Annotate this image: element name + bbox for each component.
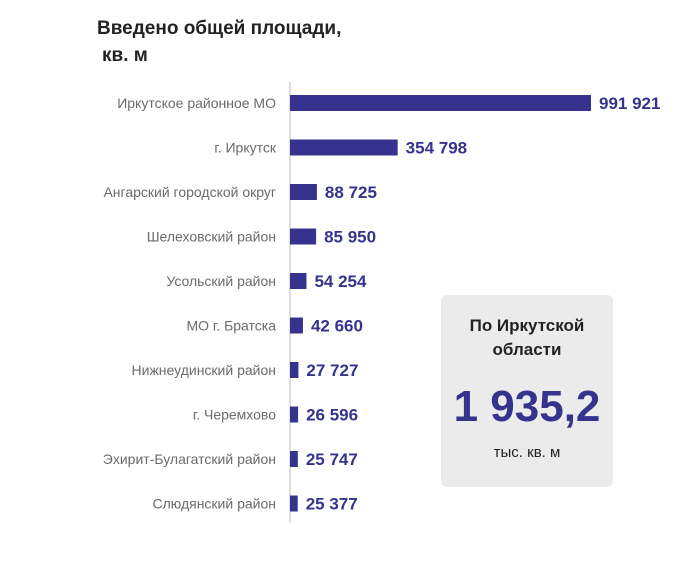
- bar: [290, 184, 317, 200]
- value-label: 26 596: [306, 406, 358, 425]
- bar: [290, 228, 317, 245]
- summary-card: По Иркутской области 1 935,2 тыс. кв. м: [441, 295, 613, 487]
- value-label: 991 921: [599, 94, 660, 113]
- value-label: 25 747: [306, 450, 358, 469]
- bar: [290, 273, 307, 289]
- category-label: Нижнеудинский район: [132, 362, 276, 378]
- category-label: МО г. Братска: [186, 318, 276, 334]
- category-label: г. Черемхово: [193, 407, 276, 423]
- bar: [290, 317, 303, 334]
- value-label: 88 725: [325, 183, 377, 202]
- bar: [290, 139, 398, 156]
- bar: [290, 362, 299, 378]
- bar: [290, 495, 298, 512]
- value-label: 54 254: [314, 272, 367, 291]
- category-label: Ангарский городской округ: [103, 184, 276, 200]
- summary-heading: По Иркутской области: [469, 316, 585, 359]
- chart-title: Введено общей площади, кв. м: [97, 15, 341, 69]
- bar: [290, 95, 591, 111]
- value-label: 25 377: [306, 495, 358, 514]
- category-label: г. Иркутск: [214, 140, 277, 156]
- category-label: Усольский район: [166, 273, 276, 289]
- value-label: 42 660: [311, 317, 363, 336]
- value-label: 85 950: [324, 228, 376, 247]
- category-label: Слюдянский район: [152, 496, 276, 512]
- summary-unit: тыс. кв. м: [493, 444, 561, 461]
- bar: [290, 406, 299, 423]
- category-label: Шелеховский район: [147, 229, 276, 245]
- value-label: 354 798: [406, 139, 467, 158]
- category-label: Иркутское районное МО: [117, 95, 276, 111]
- category-label: Эхирит-Булагатский район: [103, 451, 276, 467]
- title-line-1: Введено общей площади,: [97, 18, 342, 39]
- summary-value: 1 935,2: [453, 382, 601, 431]
- value-label: 27 727: [306, 361, 358, 380]
- bar: [290, 451, 298, 467]
- title-line-2: кв. м: [102, 45, 148, 66]
